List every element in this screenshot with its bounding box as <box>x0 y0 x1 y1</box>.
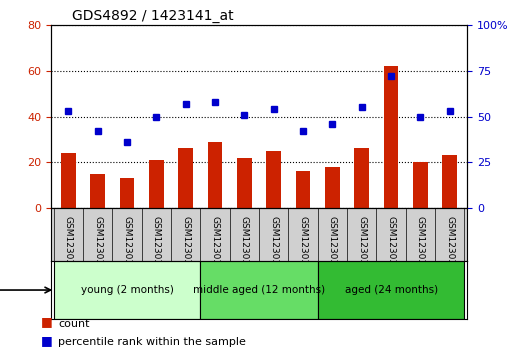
Bar <box>208 142 223 208</box>
Text: GSM1230352: GSM1230352 <box>93 216 102 276</box>
Text: GSM1230360: GSM1230360 <box>328 216 337 276</box>
Text: GSM1230363: GSM1230363 <box>416 216 425 276</box>
Bar <box>237 158 252 208</box>
Text: GSM1230354: GSM1230354 <box>152 216 161 276</box>
Text: GSM1230361: GSM1230361 <box>357 216 366 276</box>
Text: GSM1230353: GSM1230353 <box>122 216 132 276</box>
Bar <box>355 148 369 208</box>
Bar <box>296 171 310 208</box>
Bar <box>120 178 135 208</box>
Text: GSM1230351: GSM1230351 <box>64 216 73 276</box>
Text: GDS4892 / 1423141_at: GDS4892 / 1423141_at <box>72 9 233 23</box>
Text: middle aged (12 months): middle aged (12 months) <box>193 285 325 295</box>
FancyBboxPatch shape <box>318 261 464 319</box>
Bar <box>442 155 457 208</box>
Text: GSM1230356: GSM1230356 <box>211 216 219 276</box>
Text: count: count <box>58 318 90 329</box>
Text: ■: ■ <box>41 315 52 329</box>
Text: GSM1230355: GSM1230355 <box>181 216 190 276</box>
Bar <box>413 162 428 208</box>
Bar <box>61 153 76 208</box>
Text: GSM1230362: GSM1230362 <box>387 216 396 276</box>
Bar <box>266 151 281 208</box>
Bar <box>90 174 105 208</box>
FancyBboxPatch shape <box>201 261 318 319</box>
Text: young (2 months): young (2 months) <box>81 285 174 295</box>
Text: GSM1230358: GSM1230358 <box>269 216 278 276</box>
Bar <box>149 160 164 208</box>
Text: aged (24 months): aged (24 months) <box>344 285 438 295</box>
Text: GSM1230364: GSM1230364 <box>445 216 454 276</box>
Bar <box>325 167 340 208</box>
Text: percentile rank within the sample: percentile rank within the sample <box>58 337 246 347</box>
Text: GSM1230357: GSM1230357 <box>240 216 249 276</box>
FancyBboxPatch shape <box>54 261 201 319</box>
Text: GSM1230359: GSM1230359 <box>299 216 307 276</box>
Bar <box>384 66 398 208</box>
Bar <box>178 148 193 208</box>
Text: ■: ■ <box>41 334 52 347</box>
